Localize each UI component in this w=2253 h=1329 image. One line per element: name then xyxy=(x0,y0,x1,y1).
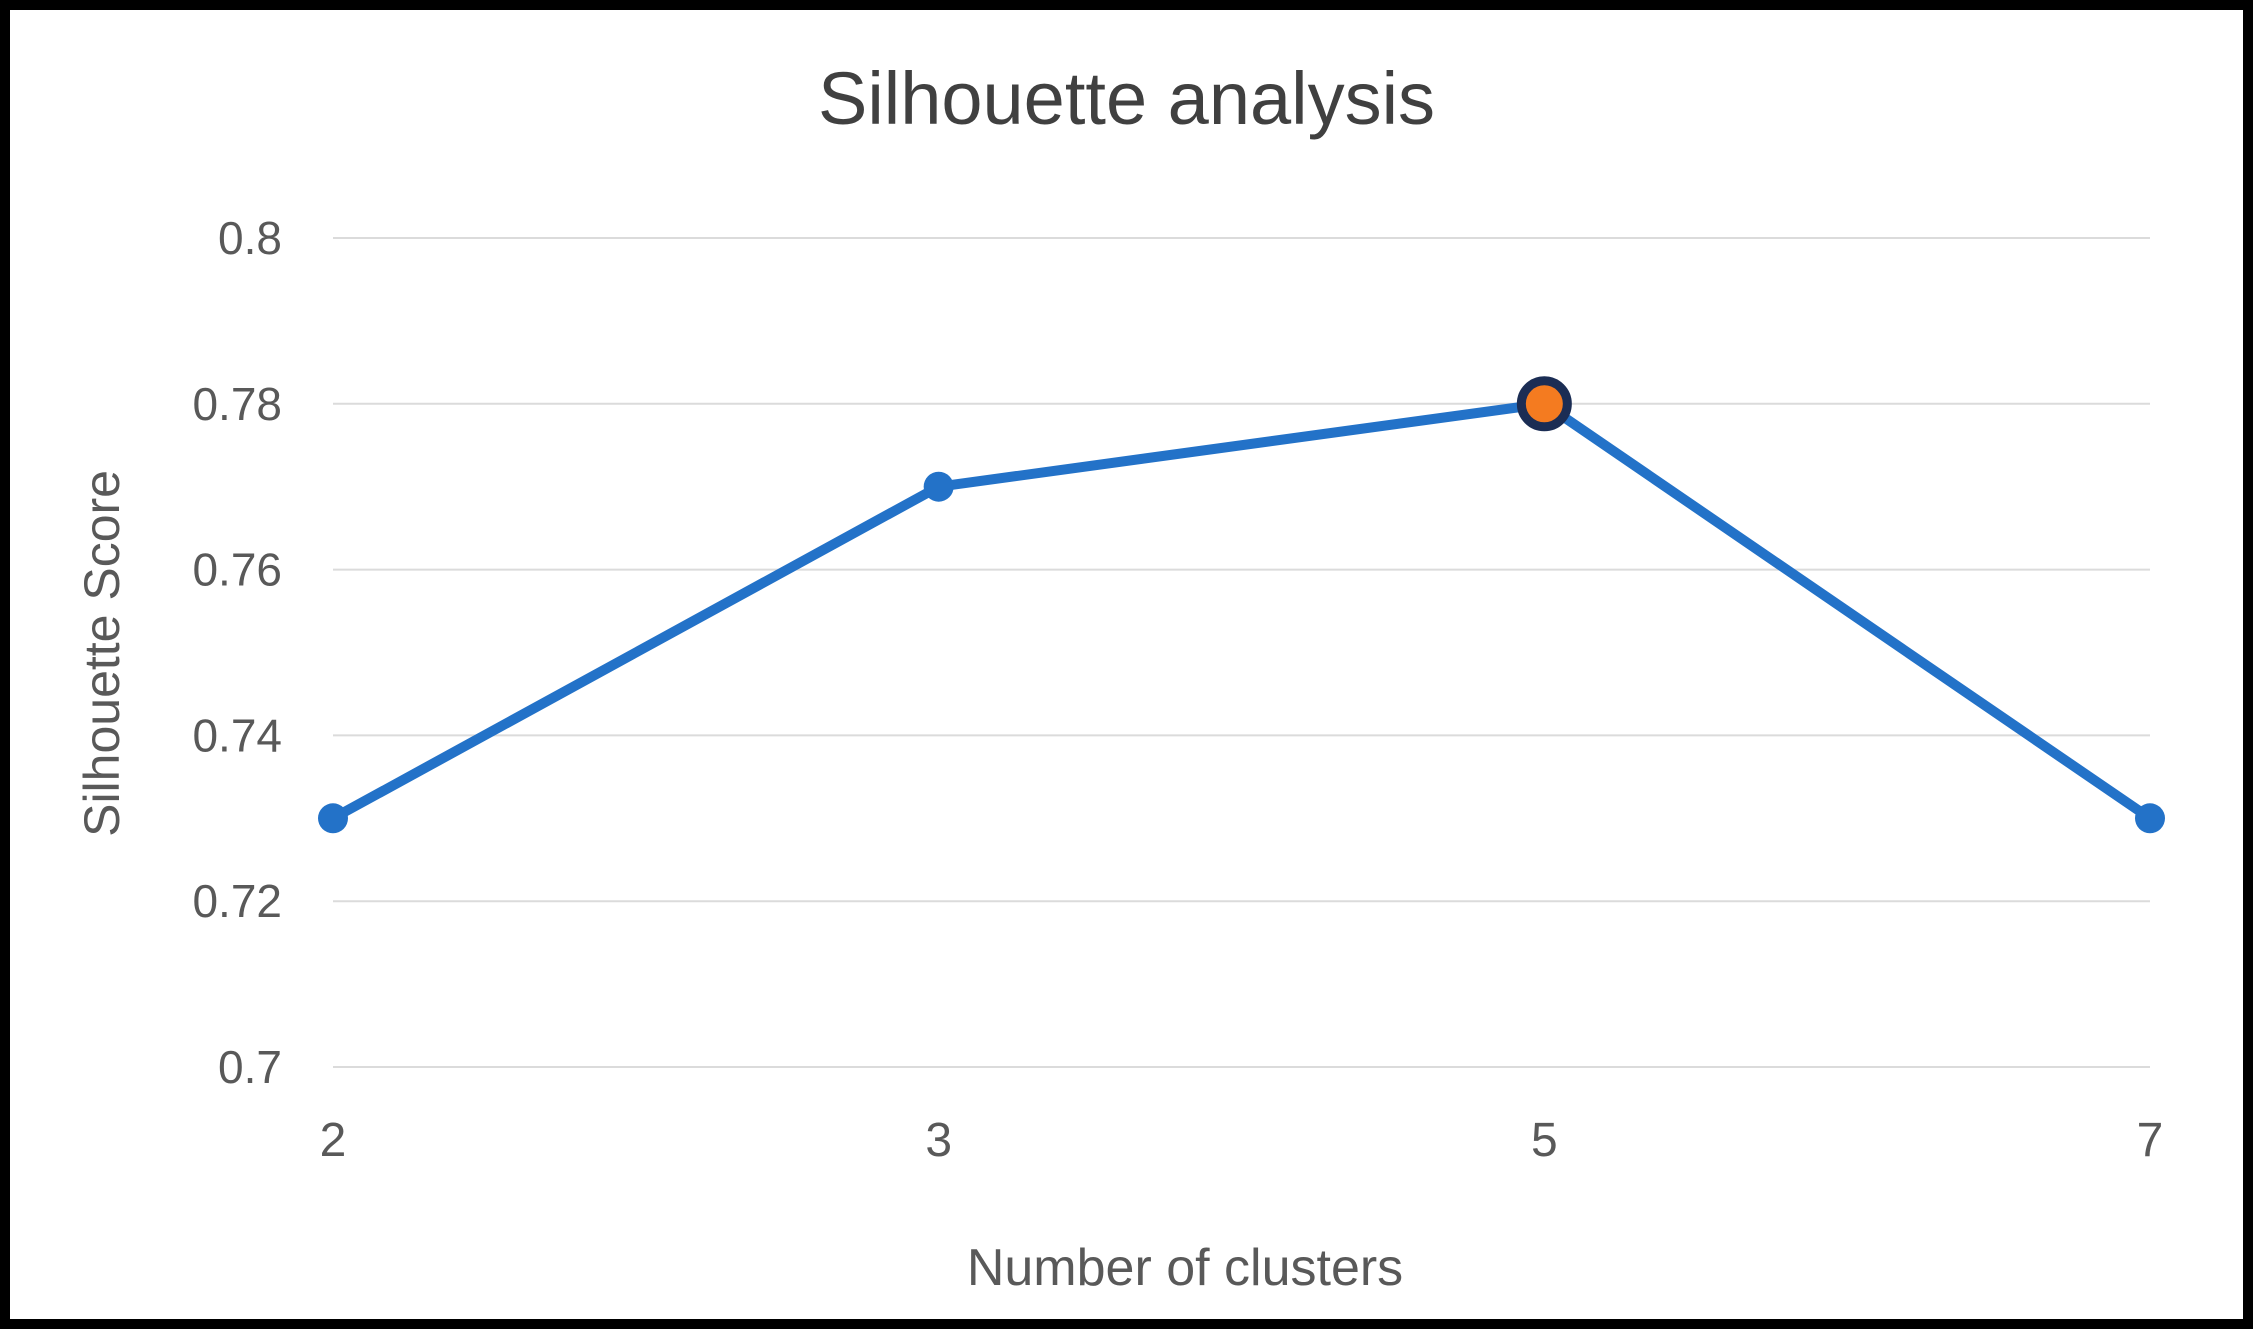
data-point xyxy=(923,471,954,502)
chart-title: Silhouette analysis xyxy=(817,57,1436,140)
data-point xyxy=(318,803,348,834)
data-point xyxy=(2135,803,2165,834)
y-tick-label: 0.74 xyxy=(192,709,282,761)
plot-area: 0.7 0.72 0.74 0.76 0.78 0.8 2 3 5 7 xyxy=(192,212,2165,1167)
x-tick-label: 5 xyxy=(1531,1114,1558,1167)
x-tick-label: 7 xyxy=(2137,1114,2164,1167)
series-line xyxy=(328,398,2155,824)
y-tick-label: 0.8 xyxy=(218,212,282,264)
y-tick-label: 0.7 xyxy=(218,1041,282,1093)
highlighted-data-point xyxy=(1516,376,1572,432)
x-tick-label: 3 xyxy=(925,1114,952,1167)
x-axis-title: Number of clusters xyxy=(966,1239,1404,1297)
y-tick-label: 0.76 xyxy=(192,544,282,596)
x-tick-label: 2 xyxy=(320,1114,347,1167)
y-tick-label: 0.78 xyxy=(192,378,282,430)
y-tick-label: 0.72 xyxy=(192,875,282,927)
